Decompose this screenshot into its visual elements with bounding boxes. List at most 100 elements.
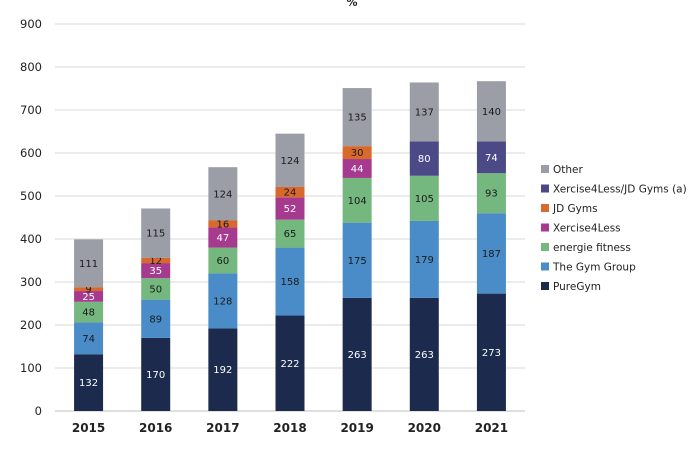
data-label: 105 bbox=[415, 194, 434, 205]
bar-segment bbox=[476, 141, 506, 174]
bar-segment bbox=[208, 167, 238, 221]
bar-segment bbox=[208, 227, 238, 248]
bar-segment bbox=[74, 322, 104, 355]
data-label: 12 bbox=[149, 256, 162, 267]
bar-segment bbox=[342, 159, 372, 178]
bar-segment bbox=[141, 337, 171, 411]
bar-segment bbox=[275, 247, 305, 316]
bar-segment bbox=[275, 133, 305, 187]
bar-segment bbox=[208, 328, 238, 411]
y-tick-label: 300 bbox=[20, 275, 42, 289]
x-tick-label: 2021 bbox=[475, 421, 508, 435]
y-tick-label: 0 bbox=[35, 404, 42, 418]
y-tick-label: 600 bbox=[20, 146, 42, 160]
data-label: 175 bbox=[348, 256, 367, 267]
legend: Other Xercise4Less/JD Gyms (a) JD Gyms Xerc… bbox=[541, 164, 687, 293]
x-tick-label: 2018 bbox=[273, 421, 306, 435]
data-label: 35 bbox=[149, 266, 162, 277]
legend-label: JD Gyms bbox=[552, 203, 598, 215]
data-label: 52 bbox=[284, 204, 297, 215]
bar-segment bbox=[141, 278, 171, 300]
data-label: 124 bbox=[280, 156, 299, 167]
legend-swatch bbox=[541, 165, 549, 173]
bar-segment bbox=[141, 208, 171, 258]
data-label: 30 bbox=[351, 148, 364, 159]
data-label: 140 bbox=[482, 107, 501, 118]
legend-swatch bbox=[541, 282, 549, 290]
x-tick-label: 2016 bbox=[139, 421, 172, 435]
data-label: 273 bbox=[482, 348, 501, 359]
data-label: 158 bbox=[280, 277, 299, 288]
bar-segment bbox=[476, 81, 506, 142]
y-tick-label: 200 bbox=[20, 318, 42, 332]
data-label: 135 bbox=[348, 113, 367, 124]
x-axis: 2015 2016 2017 2018 2019 2020 2021 bbox=[72, 421, 508, 435]
y-tick-label: 800 bbox=[20, 60, 42, 74]
bar-segment bbox=[208, 220, 238, 228]
data-label: 128 bbox=[213, 296, 232, 307]
data-label: 93 bbox=[485, 189, 498, 200]
bar-segment bbox=[275, 219, 305, 248]
legend-swatch bbox=[541, 204, 549, 212]
data-label: 132 bbox=[79, 378, 98, 389]
y-axis: 0 100 200 300 400 500 600 700 800 900 bbox=[20, 17, 42, 418]
data-label: 48 bbox=[82, 308, 95, 319]
y-tick-label: 400 bbox=[20, 232, 42, 246]
legend-swatch bbox=[541, 184, 549, 193]
legend-label: PureGym bbox=[553, 281, 601, 293]
legend-label: Xercise4Less/JD Gyms (a) bbox=[553, 184, 687, 196]
data-label: 65 bbox=[284, 229, 297, 240]
data-label: 74 bbox=[82, 334, 95, 345]
legend-label: Other bbox=[553, 164, 583, 176]
bar-segment bbox=[409, 141, 439, 176]
legend-label: Xercise4Less bbox=[553, 223, 621, 235]
bar-segment bbox=[275, 186, 305, 198]
bar-segment bbox=[74, 287, 104, 292]
data-label: 222 bbox=[280, 359, 299, 370]
x-tick-label: 2015 bbox=[72, 421, 105, 435]
bar-segment bbox=[275, 197, 305, 220]
data-label: 137 bbox=[415, 107, 434, 118]
data-label: 170 bbox=[146, 370, 165, 381]
data-label: 80 bbox=[418, 154, 431, 165]
y-tick-label: 900 bbox=[20, 17, 42, 31]
bar-segment bbox=[74, 239, 104, 288]
data-label: 89 bbox=[149, 314, 162, 325]
bar-segment bbox=[141, 263, 171, 279]
bar-segment bbox=[409, 82, 439, 142]
data-label: 16 bbox=[216, 219, 229, 230]
data-label: 9 bbox=[85, 285, 91, 296]
data-label: 60 bbox=[216, 256, 229, 267]
legend-swatch bbox=[541, 223, 549, 232]
x-tick-label: 2017 bbox=[206, 421, 239, 435]
y-tick-label: 100 bbox=[20, 361, 42, 375]
y-tick-label: 700 bbox=[20, 103, 42, 117]
data-label: 179 bbox=[415, 255, 434, 266]
bar-segment bbox=[409, 297, 439, 411]
bar-segment bbox=[476, 213, 506, 294]
bar-segment bbox=[208, 273, 238, 329]
data-label: 47 bbox=[216, 233, 229, 244]
data-label: 115 bbox=[146, 229, 165, 240]
data-label: 44 bbox=[351, 164, 364, 175]
bar-segment bbox=[342, 297, 372, 411]
data-label: 25 bbox=[82, 292, 95, 303]
bar-segment bbox=[208, 247, 238, 274]
data-label: 187 bbox=[482, 249, 501, 260]
data-label: 124 bbox=[213, 189, 232, 200]
data-label: 104 bbox=[348, 196, 367, 207]
x-tick-label: 2020 bbox=[408, 421, 441, 435]
data-label: 74 bbox=[485, 153, 498, 164]
bar-segment bbox=[275, 315, 305, 411]
bar-segment bbox=[141, 257, 171, 264]
data-label: 263 bbox=[415, 350, 434, 361]
data-label: 263 bbox=[348, 350, 367, 361]
bar-segment bbox=[74, 301, 104, 323]
bar-segment bbox=[342, 88, 372, 147]
unit-label: % bbox=[346, 0, 357, 9]
bar-segment bbox=[74, 291, 104, 302]
legend-label: energie fitness bbox=[553, 242, 631, 254]
legend-swatch bbox=[541, 243, 549, 251]
